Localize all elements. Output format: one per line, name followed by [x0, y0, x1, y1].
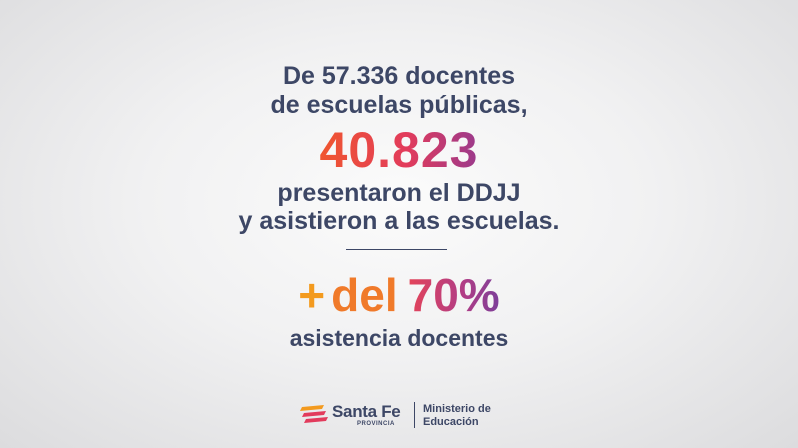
divider: [346, 249, 447, 250]
stat-caption: asistencia docentes: [289, 325, 509, 351]
santa-fe-stripes-icon: [300, 405, 328, 423]
brand-name: Santa Fe: [332, 402, 401, 421]
ministry-line-2: Educación: [423, 416, 479, 428]
footer: Santa Fe PROVINCIA Ministerio de Educaci…: [0, 398, 798, 432]
big-number: 40.823: [319, 122, 479, 178]
big-number-container: 40.823: [0, 122, 798, 178]
del-text: del: [331, 269, 398, 321]
percent-stat: + del 70%: [0, 268, 798, 322]
plus-sign: +: [298, 269, 326, 321]
ministry-line-1: Ministerio de: [423, 403, 491, 415]
headline-line-4: y asistieron a las escuelas.: [238, 207, 560, 235]
footer-separator: [414, 402, 415, 428]
headline-line-1: De 57.336 docentes: [282, 62, 516, 90]
headline-line-2: de escuelas públicas,: [270, 91, 528, 119]
percent-value: 70%: [407, 269, 500, 321]
headline-line-3: presentaron el DDJJ: [277, 179, 521, 207]
brand-subtitle: PROVINCIA: [357, 421, 395, 427]
